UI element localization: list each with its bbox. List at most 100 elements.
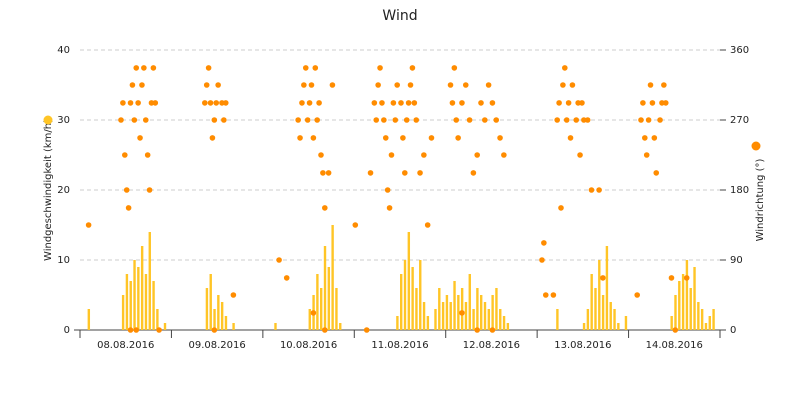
direction-point	[363, 327, 370, 333]
direction-point	[207, 100, 214, 106]
speed-bar	[335, 288, 338, 330]
direction-point	[459, 100, 465, 106]
speed-bar	[422, 302, 426, 330]
direction-point	[310, 135, 317, 141]
direction-point	[405, 100, 412, 106]
direction-point	[390, 100, 397, 106]
direction-point	[562, 65, 568, 71]
direction-point	[386, 205, 393, 211]
y2-tick-label: 180	[730, 185, 749, 196]
direction-point	[596, 187, 602, 193]
speed-bar	[613, 309, 616, 330]
speed-bar	[700, 309, 704, 330]
speed-bar	[331, 225, 334, 330]
speed-bar	[320, 288, 323, 330]
direction-point	[649, 100, 656, 106]
speed-bar	[708, 316, 711, 330]
direction-point	[135, 100, 141, 106]
direction-point	[453, 117, 460, 123]
direction-point	[352, 222, 359, 228]
speed-bar	[209, 274, 212, 330]
direction-point	[651, 135, 658, 141]
speed-bar	[487, 309, 491, 330]
x-tick-label: 09.08.2016	[189, 340, 246, 351]
speed-bar	[468, 274, 471, 330]
speed-bar	[693, 267, 696, 330]
speed-bar	[685, 260, 689, 330]
speed-bar	[419, 260, 422, 330]
direction-point	[150, 65, 157, 71]
speed-bar	[308, 309, 311, 330]
direction-point	[400, 135, 406, 141]
direction-point	[371, 100, 378, 106]
direction-point	[312, 65, 319, 71]
speed-bar	[213, 309, 216, 330]
direction-point	[563, 117, 570, 123]
speed-bar	[697, 302, 700, 330]
direction-point	[600, 275, 606, 281]
speed-bar	[403, 260, 407, 330]
direction-point	[417, 170, 423, 176]
direction-point	[449, 100, 456, 106]
direction-point	[459, 310, 465, 316]
direction-point	[560, 82, 566, 88]
direction-point	[647, 82, 654, 88]
speed-bar	[220, 302, 224, 330]
direction-point	[215, 82, 221, 88]
speed-bar	[598, 260, 601, 330]
y2-tick-label: 360	[730, 45, 749, 56]
direction-point	[482, 117, 488, 123]
speed-bar	[670, 316, 673, 330]
speed-bar	[617, 323, 620, 330]
direction-point	[320, 170, 326, 176]
speed-bar	[144, 274, 148, 330]
speed-bar	[609, 302, 612, 330]
direction-point	[329, 82, 336, 88]
direction-point	[123, 187, 130, 193]
direction-point	[306, 100, 313, 106]
speed-bar	[483, 302, 487, 330]
speed-bar	[678, 281, 681, 330]
speed-bar	[125, 274, 129, 330]
direction-point	[152, 100, 159, 106]
direction-point	[550, 292, 557, 298]
direction-point	[645, 117, 652, 123]
legend-marker	[43, 115, 53, 125]
direction-point	[392, 117, 399, 123]
direction-point	[142, 117, 149, 123]
direction-point	[403, 117, 410, 123]
direction-point	[302, 65, 309, 71]
direction-point	[325, 170, 332, 176]
speed-bar	[594, 288, 597, 330]
direction-point	[299, 100, 305, 106]
direction-point	[489, 327, 496, 333]
x-tick-label: 13.08.2016	[554, 340, 611, 351]
speed-bar	[457, 295, 460, 330]
direction-point	[127, 100, 134, 106]
y-tick-label: 10	[57, 255, 70, 266]
direction-point	[577, 152, 583, 158]
direction-point	[310, 310, 317, 316]
direction-point	[377, 65, 383, 71]
y2-tick-label: 90	[730, 255, 743, 266]
speed-bar	[137, 267, 140, 330]
direction-point	[322, 327, 328, 333]
x-tick-label: 08.08.2016	[97, 340, 154, 351]
direction-point	[558, 205, 564, 211]
direction-point	[539, 257, 545, 263]
direction-point	[283, 275, 290, 281]
speed-bar	[434, 309, 437, 330]
direction-point	[565, 100, 572, 106]
direction-point	[466, 117, 473, 123]
speed-bar	[205, 288, 209, 330]
direction-point	[394, 82, 400, 88]
direction-point	[569, 82, 576, 88]
direction-point	[462, 82, 469, 88]
direction-point	[381, 117, 387, 123]
speed-bar	[605, 246, 609, 330]
direction-point	[156, 327, 162, 333]
direction-point	[638, 117, 644, 123]
speed-bar	[590, 274, 593, 330]
speed-bar	[411, 267, 414, 330]
speed-bar	[495, 288, 498, 330]
